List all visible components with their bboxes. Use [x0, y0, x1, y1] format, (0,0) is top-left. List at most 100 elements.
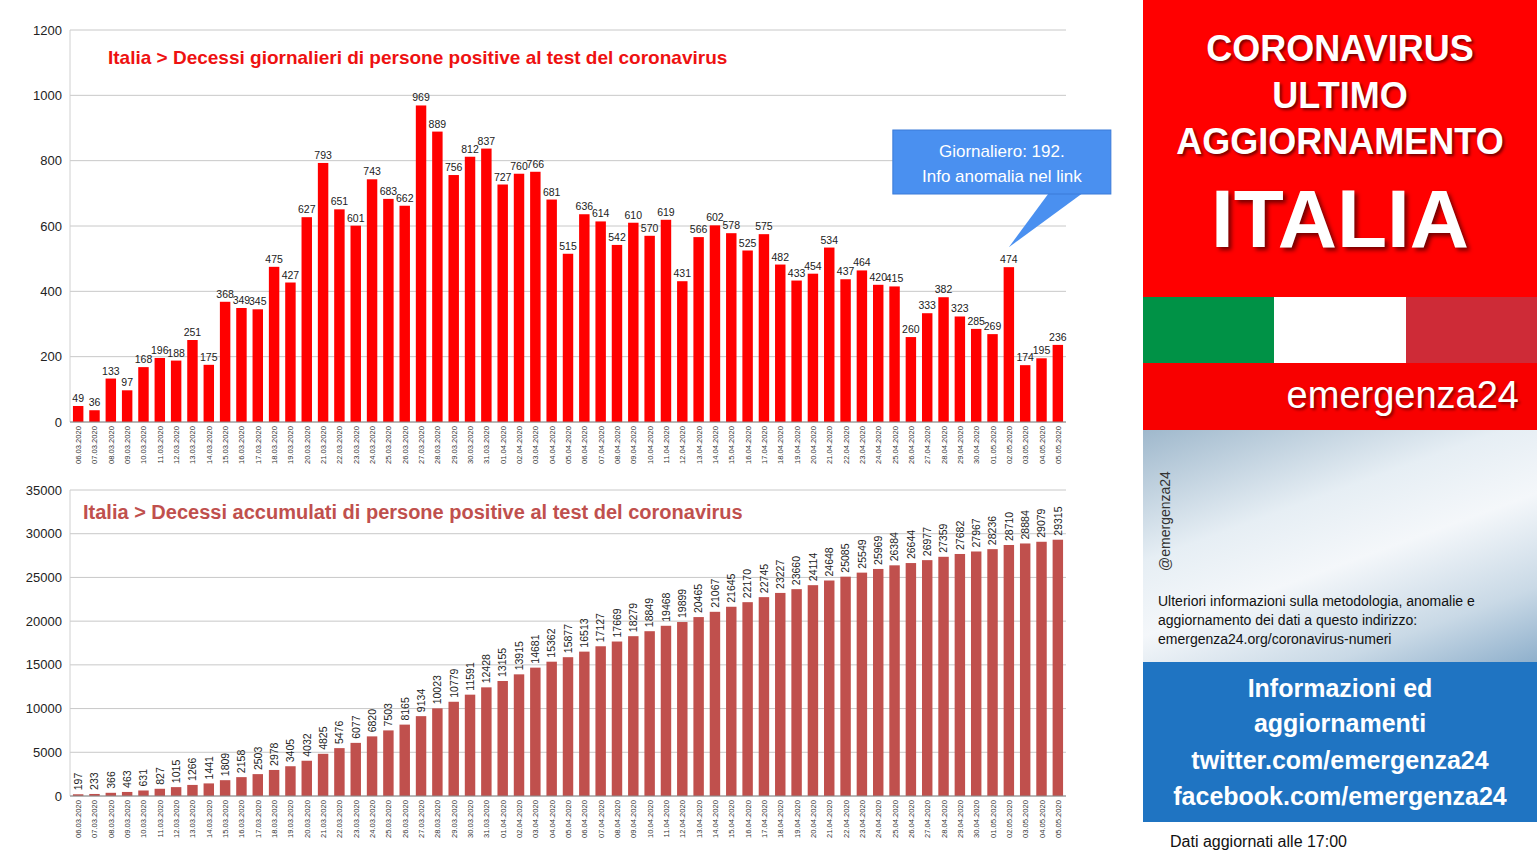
data-label: 1441 — [203, 756, 215, 780]
bar — [677, 281, 687, 422]
data-label: 756 — [445, 161, 463, 173]
chart-1: 0500010000150002000025000300003500019723… — [26, 483, 1066, 839]
data-label: 236 — [1049, 331, 1067, 343]
x-tick-label: 13.03.2020 — [188, 426, 197, 464]
x-tick-label: 29.03.2020 — [450, 800, 459, 838]
flag-white — [1274, 297, 1406, 363]
data-label: 433 — [788, 267, 806, 279]
x-tick-label: 22.03.2020 — [335, 426, 344, 464]
x-tick-label: 01.04.2020 — [499, 800, 508, 838]
bar — [204, 365, 214, 422]
data-label: 601 — [347, 212, 365, 224]
bar — [530, 668, 540, 796]
x-tick-label: 28.04.2020 — [940, 426, 949, 464]
footer: Dati aggiornati alle 17:00 — [1170, 831, 1510, 853]
bar — [138, 790, 148, 796]
bar — [759, 597, 769, 796]
bar — [236, 308, 246, 422]
x-tick-label: 15.04.2020 — [727, 426, 736, 464]
data-label: 20465 — [692, 584, 704, 613]
bar — [155, 789, 165, 796]
data-label: 21067 — [709, 578, 721, 607]
x-tick-label: 09.03.2020 — [123, 800, 132, 838]
x-tick-label: 13.03.2020 — [188, 800, 197, 838]
data-label: 515 — [559, 240, 577, 252]
bar — [595, 646, 605, 796]
x-tick-label: 31.03.2020 — [482, 800, 491, 838]
bar — [106, 379, 116, 422]
data-label: 1266 — [186, 757, 198, 781]
x-tick-label: 02.05.2020 — [1005, 426, 1014, 464]
bar — [481, 149, 491, 422]
x-tick-label: 01.04.2020 — [499, 426, 508, 464]
data-label: 27359 — [937, 523, 949, 552]
data-label: 889 — [429, 118, 447, 130]
data-label: 13155 — [496, 648, 508, 677]
x-tick-label: 18.04.2020 — [776, 800, 785, 838]
x-tick-label: 03.05.2020 — [1021, 800, 1030, 838]
bar — [726, 233, 736, 422]
y-tick-label: 0 — [55, 415, 62, 430]
data-label: 13915 — [513, 641, 525, 670]
data-label: 26644 — [905, 530, 917, 559]
bar — [563, 254, 573, 422]
header-line: AGGIORNAMENTO — [1143, 121, 1537, 163]
x-tick-label: 22.04.2020 — [842, 426, 851, 464]
x-tick-label: 10.04.2020 — [646, 426, 655, 464]
x-tick-label: 10.04.2020 — [646, 800, 655, 838]
data-label: 683 — [380, 185, 398, 197]
x-tick-label: 07.04.2020 — [597, 800, 606, 838]
x-tick-label: 20.03.2020 — [303, 800, 312, 838]
bar — [775, 593, 785, 796]
x-tick-label: 27.03.2020 — [417, 800, 426, 838]
x-tick-label: 20.03.2020 — [303, 426, 312, 464]
data-label: 662 — [396, 192, 414, 204]
flag-red — [1406, 297, 1537, 363]
bar — [808, 585, 818, 796]
data-label: 25969 — [872, 536, 884, 565]
x-tick-label: 27.03.2020 — [417, 426, 426, 464]
link-line: twitter.com/emergenza24 — [1143, 744, 1537, 776]
data-label: 525 — [739, 237, 757, 249]
y-tick-label: 600 — [40, 219, 62, 234]
data-label: 23227 — [774, 560, 786, 589]
bar — [530, 172, 540, 422]
bar — [285, 766, 295, 796]
data-label: 437 — [837, 265, 855, 277]
x-tick-label: 17.04.2020 — [760, 426, 769, 464]
data-label: 602 — [706, 211, 724, 223]
x-tick-label: 24.03.2020 — [368, 800, 377, 838]
data-label: 760 — [510, 160, 528, 172]
data-label: 2158 — [235, 750, 247, 774]
data-label: 727 — [494, 171, 512, 183]
data-label: 323 — [951, 302, 969, 314]
y-tick-label: 800 — [40, 153, 62, 168]
bar — [236, 777, 246, 796]
bar — [677, 622, 687, 796]
x-tick-label: 26.04.2020 — [907, 426, 916, 464]
bar — [1036, 358, 1046, 422]
x-tick-label: 03.05.2020 — [1021, 426, 1030, 464]
data-label: 197 — [72, 773, 84, 791]
x-tick-label: 07.04.2020 — [597, 426, 606, 464]
x-tick-label: 18.04.2020 — [776, 426, 785, 464]
bar — [922, 313, 932, 422]
data-label: 534 — [820, 234, 838, 246]
data-label: 610 — [625, 209, 643, 221]
data-label: 463 — [121, 770, 133, 788]
x-tick-label: 16.03.2020 — [237, 426, 246, 464]
y-tick-label: 20000 — [26, 614, 62, 629]
data-label: 578 — [723, 219, 741, 231]
y-tick-label: 5000 — [33, 745, 62, 760]
bar — [171, 361, 181, 422]
data-label: 766 — [527, 158, 545, 170]
data-label: 133 — [102, 365, 120, 377]
bar — [824, 581, 834, 796]
data-label: 349 — [233, 294, 251, 306]
data-label: 24648 — [823, 547, 835, 576]
bar — [1004, 545, 1014, 796]
data-label: 6077 — [350, 715, 362, 739]
x-tick-label: 08.04.2020 — [613, 426, 622, 464]
bar — [563, 657, 573, 796]
country: ITALIA — [1143, 170, 1537, 268]
